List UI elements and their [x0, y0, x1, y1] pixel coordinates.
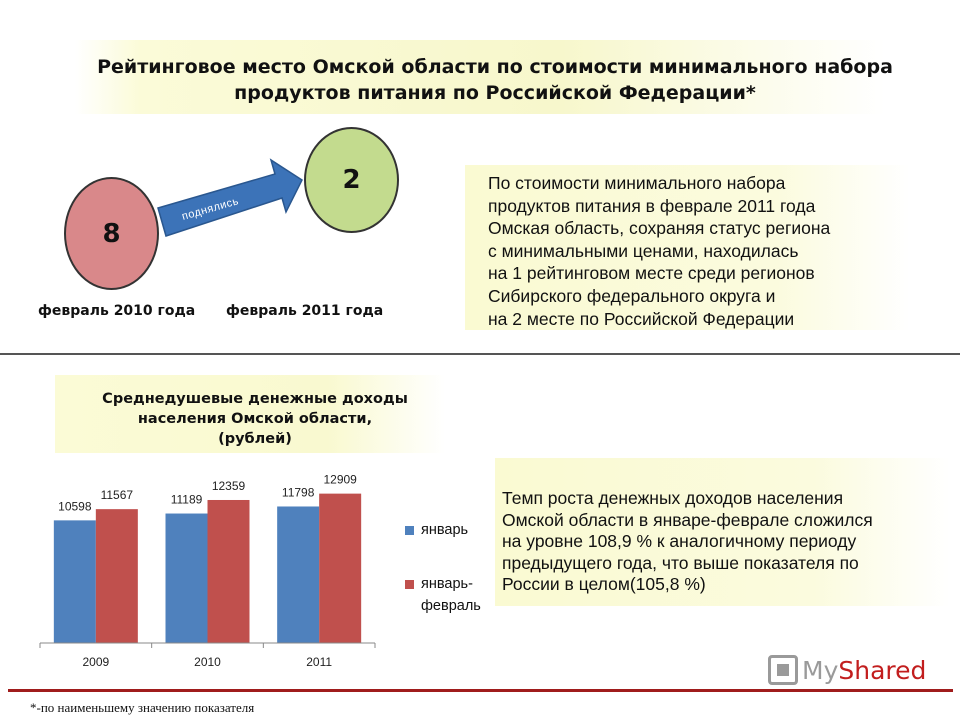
text-line: Омская область, сохраняя статус региона — [488, 218, 831, 239]
bar — [277, 506, 320, 643]
footer-rule — [8, 689, 953, 692]
info-box-1-background — [465, 165, 910, 330]
legend-swatch-january — [405, 526, 414, 535]
bar — [165, 513, 208, 643]
previous-period-label: февраль 2010 года — [38, 303, 196, 319]
legend-swatch-jan-feb — [405, 580, 414, 589]
data-label: 11798 — [282, 485, 315, 499]
legend-label: январь — [421, 522, 469, 538]
text-line: Сибирского федерального округа и — [488, 285, 776, 306]
bar — [319, 493, 362, 643]
page-title: Рейтинговое место Омской области по стои… — [97, 56, 893, 104]
rank-description: По стоимости минимального набора продукт… — [488, 172, 908, 330]
text-line: предыдущего года, что выше показателя по — [502, 552, 859, 573]
chart-title: Среднедушевые денежные доходы населения … — [70, 389, 440, 449]
text-line: Темп роста денежных доходов населения — [502, 488, 844, 508]
data-label: 10598 — [58, 499, 92, 513]
growth-description: Темп роста денежных доходов населения Ом… — [502, 488, 952, 596]
text-line: продуктов питания в феврале 2011 года — [488, 195, 816, 216]
text-line: на 2 месте по Российской Федерации — [488, 308, 795, 329]
presentation-icon — [768, 655, 798, 685]
legend-item-jan-feb: январь- февраль — [405, 576, 481, 617]
chart-title-line: населения Омской области, — [137, 411, 373, 427]
rise-arrow: поднялись — [157, 158, 303, 237]
data-label: 12359 — [212, 479, 246, 493]
previous-rank-circle: 8 — [64, 177, 159, 290]
x-tick-label: 2010 — [194, 655, 221, 669]
watermark-text-1: My — [802, 655, 839, 685]
text-line: на 1 рейтинговом месте среди регионов — [488, 263, 815, 284]
legend-item-january: январь — [405, 522, 468, 538]
bar — [53, 520, 96, 643]
data-label: 12909 — [323, 473, 357, 487]
data-label: 11567 — [101, 488, 134, 502]
text-line: По стоимости минимального набора — [488, 173, 786, 193]
text-line: Омской области в январе-феврале сложился — [502, 509, 873, 530]
chart-title-background — [55, 375, 445, 453]
legend-label: январь- — [421, 576, 473, 592]
income-bar-chart: 10598 11567 2009 11189 12359 2010 11798 12909 20… — [39, 473, 376, 669]
text-line: с минимальными ценами, находилась — [488, 240, 799, 261]
chart-title-line: (рублей) — [218, 431, 292, 447]
current-period-label: февраль 2011 года — [226, 303, 384, 319]
title-background — [75, 40, 885, 114]
x-tick-label: 2011 — [306, 655, 332, 669]
bar — [207, 499, 250, 643]
bar — [95, 509, 138, 643]
chart-title-line: Среднедушевые денежные доходы — [102, 391, 408, 407]
current-rank-circle: 2 — [304, 127, 399, 233]
text-line: России в целом(105,8 %) — [502, 574, 706, 594]
info-box-2-background — [495, 458, 950, 606]
text-line: на уровне 108,9 % к аналогичному периоду — [502, 531, 857, 551]
watermark-logo: My Shared — [768, 655, 926, 685]
section-divider — [0, 353, 960, 355]
watermark-text-2: Shared — [838, 655, 927, 685]
x-tick-label: 2009 — [82, 655, 109, 669]
footnote: *-по наименьшему значению показателя — [30, 700, 255, 715]
legend-label: февраль — [421, 598, 481, 614]
data-label: 11189 — [171, 493, 203, 507]
